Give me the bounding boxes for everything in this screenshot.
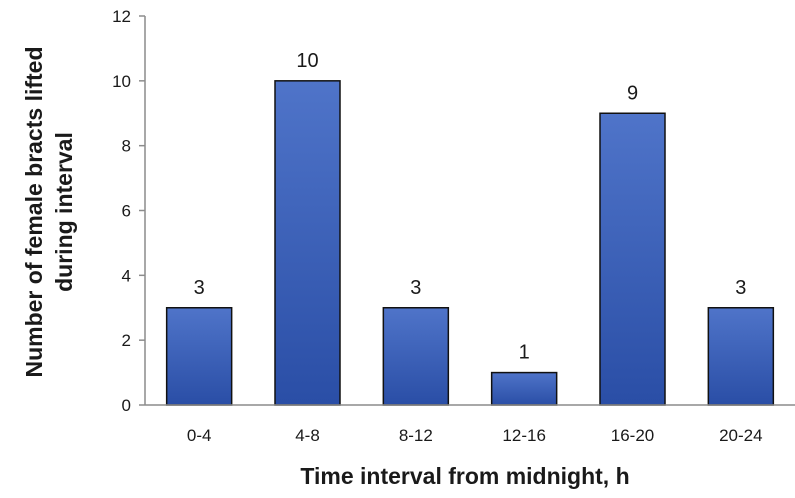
y-tick-label: 6 <box>122 202 131 221</box>
x-tick-label-8-12: 8-12 <box>399 426 433 445</box>
x-tick-label-16-20: 16-20 <box>611 426 654 445</box>
x-tick-label-12-16: 12-16 <box>502 426 545 445</box>
data-label-8-12: 3 <box>410 277 421 299</box>
x-axis-title: Time interval from midnight, h <box>300 463 629 489</box>
y-tick-label: 0 <box>122 396 131 415</box>
bar-16-20 <box>599 112 666 406</box>
bar-12-16 <box>490 371 558 406</box>
data-label-20-24: 3 <box>735 277 746 299</box>
data-label-12-16: 1 <box>519 342 530 364</box>
y-axis-title-line-1: Number of female bracts lifted <box>21 46 47 377</box>
data-labels: 3 10 3 1 9 3 <box>194 50 747 364</box>
bar-0-4 <box>165 307 233 406</box>
bar-4-8 <box>274 80 341 406</box>
data-label-0-4: 3 <box>194 277 205 299</box>
y-axis-ticks: 0 2 4 6 8 10 12 <box>112 7 145 415</box>
data-label-16-20: 9 <box>627 82 638 104</box>
bar-8-12 <box>382 307 450 406</box>
data-label-4-8: 10 <box>296 50 318 72</box>
y-tick-label: 4 <box>122 266 131 285</box>
x-axis-ticks: 0-4 4-8 8-12 12-16 16-20 20-24 <box>187 426 763 445</box>
bar-20-24 <box>707 307 775 406</box>
bar-series <box>165 80 775 406</box>
y-tick-label: 12 <box>112 7 131 26</box>
y-axis-title-line-2: during interval <box>51 132 77 292</box>
x-tick-label-20-24: 20-24 <box>719 426 762 445</box>
y-tick-label: 10 <box>112 72 131 91</box>
x-tick-label-0-4: 0-4 <box>187 426 212 445</box>
y-tick-label: 2 <box>122 331 131 350</box>
y-tick-label: 8 <box>122 137 131 156</box>
x-tick-label-4-8: 4-8 <box>295 426 320 445</box>
